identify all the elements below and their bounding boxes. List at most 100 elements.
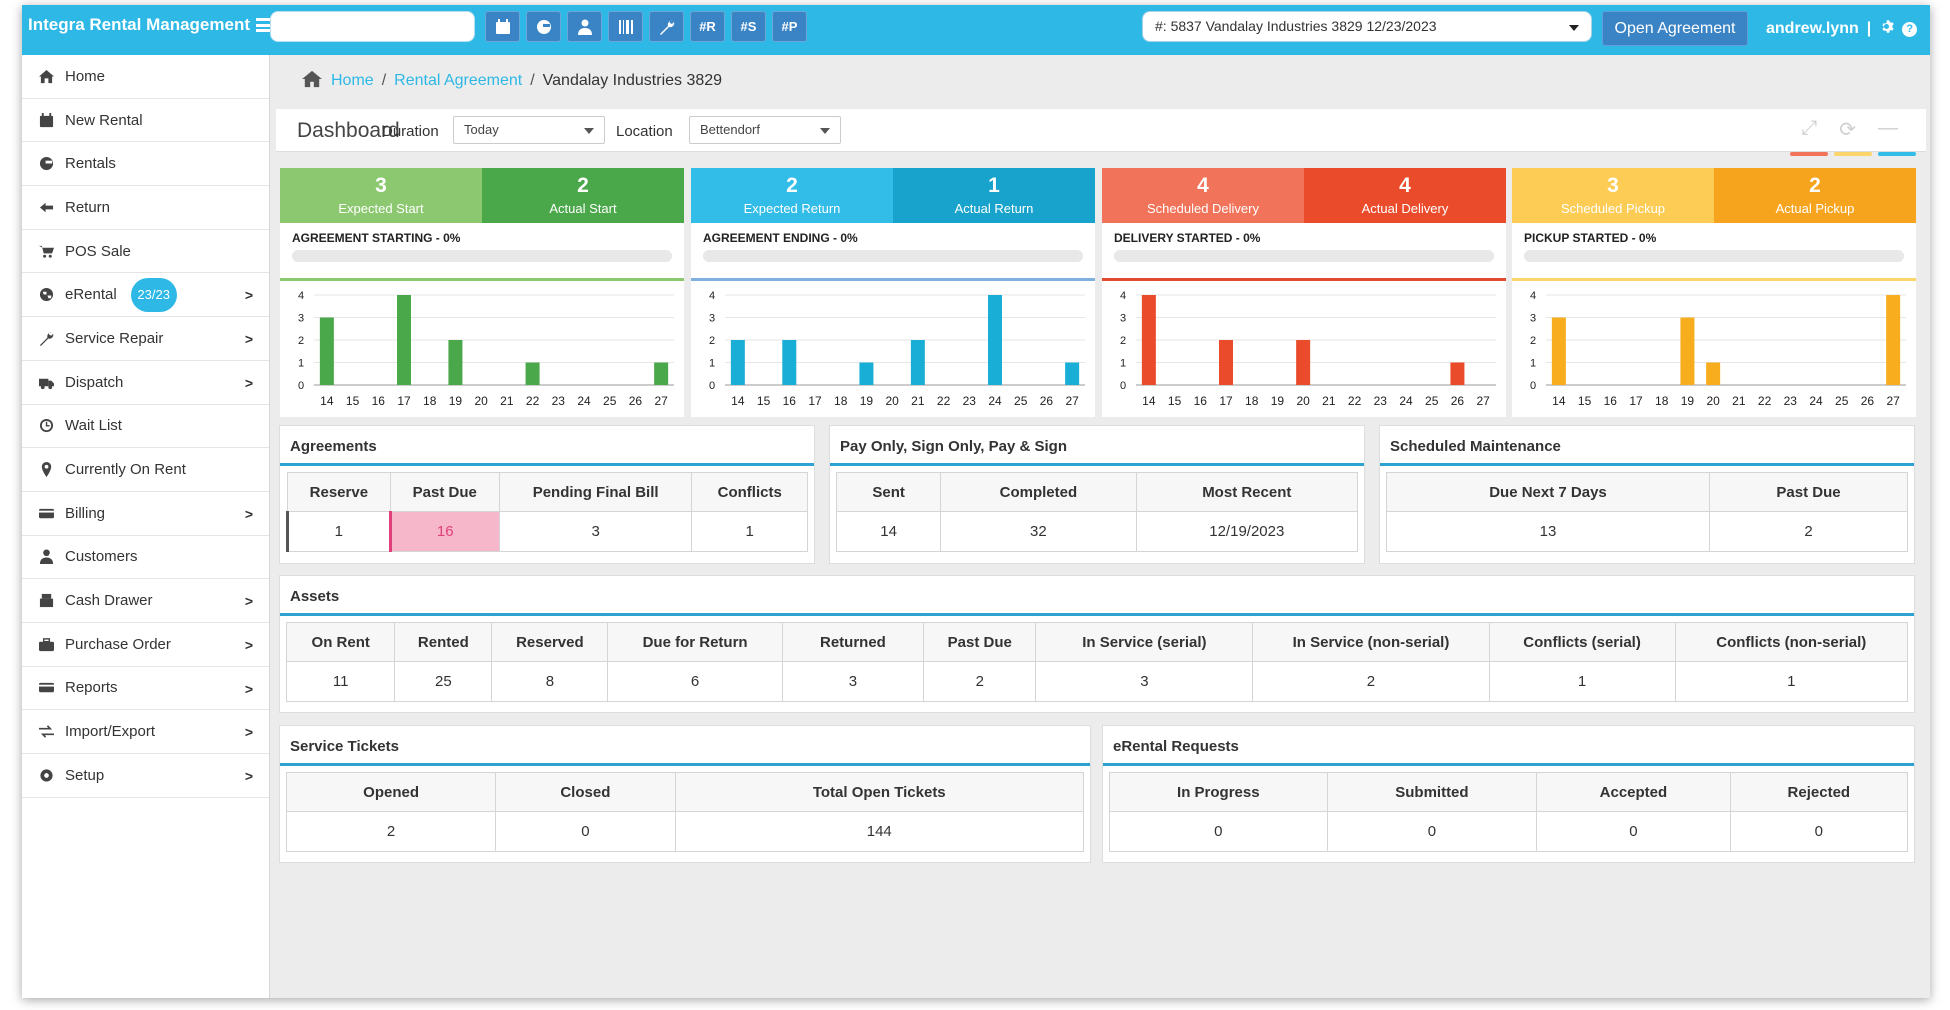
- table-cell[interactable]: 13: [1385, 511, 1711, 552]
- hash-p-button[interactable]: #P: [772, 11, 807, 42]
- table-cell[interactable]: 2: [1252, 661, 1490, 702]
- bar[interactable]: [448, 340, 463, 385]
- table-cell[interactable]: 11: [285, 661, 396, 702]
- sidebar-item-service-repair[interactable]: Service Repair >: [22, 317, 269, 361]
- table-cell[interactable]: 32: [940, 511, 1137, 552]
- table-cell[interactable]: 25: [394, 661, 493, 702]
- sidebar-item-customers[interactable]: Customers: [22, 536, 269, 580]
- bar[interactable]: [1551, 317, 1566, 386]
- user-name[interactable]: andrew.lynn: [1766, 20, 1859, 37]
- table-cell[interactable]: 14: [835, 511, 942, 552]
- sidebar-item-cash-drawer[interactable]: Cash Drawer >: [22, 579, 269, 623]
- home-icon[interactable]: [301, 70, 323, 93]
- stat-left[interactable]: 2 Expected Return: [691, 168, 893, 223]
- sidebar-item-currently-on-rent[interactable]: Currently On Rent: [22, 448, 269, 492]
- table-cell[interactable]: 2: [923, 661, 1037, 702]
- bar[interactable]: [782, 340, 797, 385]
- duration-select[interactable]: Today: [453, 116, 605, 144]
- color-swatch-yellow[interactable]: [1834, 152, 1872, 156]
- hash-s-button[interactable]: #S: [731, 11, 766, 42]
- table-cell[interactable]: 1: [1488, 661, 1676, 702]
- table-cell[interactable]: 2: [1709, 511, 1908, 552]
- bar[interactable]: [319, 317, 334, 386]
- table-cell[interactable]: 6: [607, 661, 783, 702]
- bar[interactable]: [1680, 317, 1695, 386]
- agreement-select[interactable]: #: 5837 Vandalay Industries 3829 12/23/2…: [1142, 11, 1592, 42]
- global-search-input[interactable]: [270, 11, 475, 42]
- hash-r-button[interactable]: #R: [690, 11, 725, 42]
- sidebar-item-billing[interactable]: Billing >: [22, 492, 269, 536]
- breadcrumb-rental-agreement-link[interactable]: Rental Agreement: [394, 72, 523, 89]
- bar[interactable]: [988, 295, 1002, 385]
- customer-button[interactable]: [567, 11, 602, 42]
- bar[interactable]: [1706, 362, 1721, 386]
- barcode-button[interactable]: [608, 11, 643, 42]
- sidebar-item-rentals[interactable]: Rentals: [22, 142, 269, 187]
- sidebar-item-import-export[interactable]: Import/Export >: [22, 710, 269, 754]
- table-cell[interactable]: 0: [1109, 811, 1328, 852]
- bar[interactable]: [1219, 340, 1233, 385]
- bar[interactable]: [910, 340, 925, 385]
- breadcrumb-home-link[interactable]: Home: [331, 72, 374, 89]
- table-cell[interactable]: 1: [691, 511, 808, 552]
- sidebar-item-return[interactable]: Return: [22, 186, 269, 230]
- bar[interactable]: [1886, 295, 1901, 385]
- table-cell[interactable]: 1: [1674, 661, 1909, 702]
- stat-left[interactable]: 3 Expected Start: [280, 168, 482, 223]
- sidebar-item-reports[interactable]: Reports >: [22, 667, 269, 711]
- sidebar-item-new-rental[interactable]: New Rental: [22, 99, 269, 143]
- bar[interactable]: [1296, 340, 1311, 385]
- sidebar-item-dispatch[interactable]: Dispatch >: [22, 361, 269, 405]
- table-cell[interactable]: 1: [286, 511, 391, 552]
- sidebar-item-erental[interactable]: eRental 23/23 >: [22, 273, 269, 318]
- calendar-button[interactable]: [485, 11, 520, 42]
- bar[interactable]: [1141, 295, 1156, 385]
- minimize-icon[interactable]: —: [1878, 117, 1898, 139]
- stat-right[interactable]: 4 Actual Delivery: [1304, 168, 1506, 223]
- column-header: Past Due: [923, 622, 1037, 662]
- stat-left[interactable]: 4 Scheduled Delivery: [1102, 168, 1304, 223]
- help-icon[interactable]: ?: [1902, 21, 1918, 37]
- return-button[interactable]: [526, 11, 561, 42]
- open-agreement-button[interactable]: Open Agreement: [1602, 11, 1748, 46]
- sidebar-item-home[interactable]: Home: [22, 55, 269, 99]
- table-cell[interactable]: 144: [674, 811, 1085, 852]
- bar[interactable]: [730, 340, 745, 385]
- sidebar-item-label: Purchase Order: [65, 635, 171, 653]
- sidebar-item-purchase-order[interactable]: Purchase Order >: [22, 623, 269, 667]
- bar[interactable]: [525, 362, 540, 386]
- stat-right[interactable]: 2 Actual Pickup: [1714, 168, 1916, 223]
- table-cell[interactable]: 0: [1729, 811, 1909, 852]
- service-button[interactable]: [649, 11, 684, 42]
- bar[interactable]: [397, 295, 411, 385]
- location-select[interactable]: Bettendorf: [689, 116, 841, 144]
- sidebar-item-pos-sale[interactable]: POS Sale: [22, 230, 269, 274]
- hamburger-menu-icon[interactable]: [256, 18, 274, 32]
- refresh-icon[interactable]: ⟳: [1839, 119, 1856, 141]
- x-tick-label: 22: [526, 394, 540, 408]
- table-cell[interactable]: 3: [498, 511, 693, 552]
- gear-icon[interactable]: [1879, 19, 1894, 39]
- color-swatch-red[interactable]: [1790, 152, 1828, 156]
- stat-right[interactable]: 1 Actual Return: [893, 168, 1095, 223]
- table-cell[interactable]: 2: [285, 811, 497, 852]
- table-cell[interactable]: 16: [388, 511, 500, 552]
- bar[interactable]: [1065, 362, 1080, 386]
- app-brand[interactable]: Integra Rental Management: [28, 15, 274, 35]
- expand-icon[interactable]: ⤢: [1801, 117, 1818, 139]
- color-swatch-blue[interactable]: [1878, 152, 1916, 156]
- table-cell[interactable]: 0: [495, 811, 676, 852]
- bar[interactable]: [859, 362, 874, 386]
- table-cell[interactable]: 3: [781, 661, 925, 702]
- table-cell[interactable]: 12/19/2023: [1135, 511, 1359, 552]
- table-cell[interactable]: 0: [1536, 811, 1731, 852]
- sidebar-item-wait-list[interactable]: Wait List: [22, 405, 269, 449]
- bar[interactable]: [1450, 362, 1465, 386]
- sidebar-item-setup[interactable]: Setup >: [22, 754, 269, 798]
- table-cell[interactable]: 8: [491, 661, 609, 702]
- bar[interactable]: [654, 362, 669, 386]
- stat-right[interactable]: 2 Actual Start: [482, 168, 684, 223]
- table-cell[interactable]: 0: [1326, 811, 1538, 852]
- stat-left[interactable]: 3 Scheduled Pickup: [1512, 168, 1714, 223]
- table-cell[interactable]: 3: [1035, 661, 1254, 702]
